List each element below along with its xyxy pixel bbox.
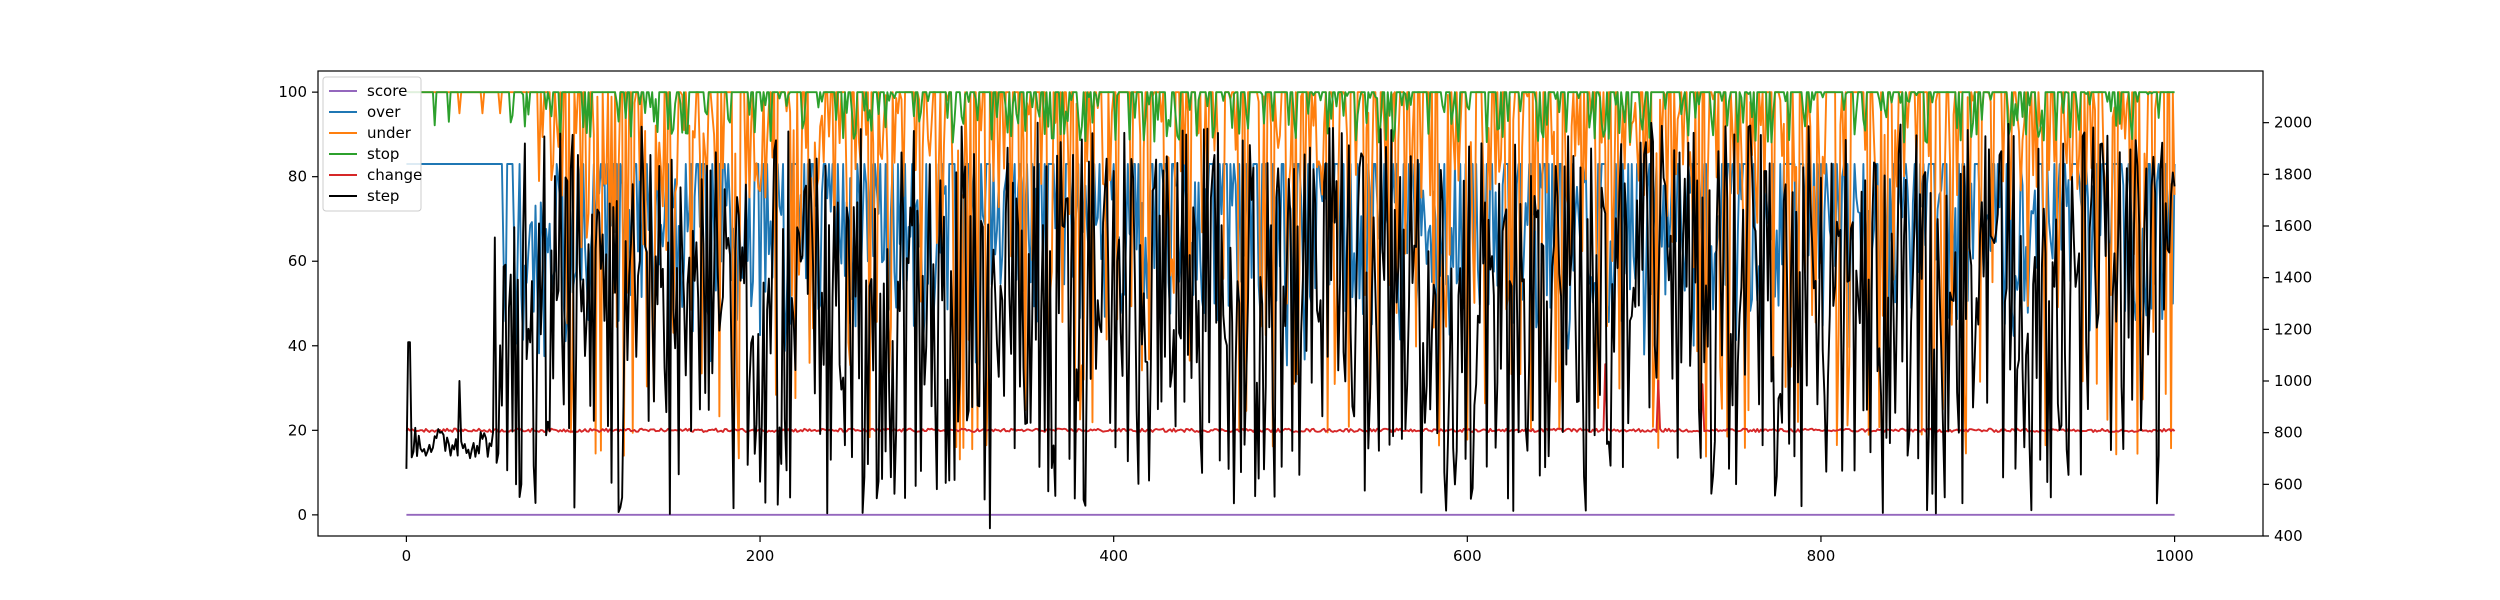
legend-label-under: under <box>367 124 412 142</box>
series-line-step <box>405 121 2176 530</box>
y2-tick-label: 1000 <box>2274 372 2312 390</box>
x-tick-label: 200 <box>746 547 775 565</box>
y2-tick-label: 800 <box>2274 424 2303 442</box>
legend-label-over: over <box>367 103 401 121</box>
plot-frame <box>317 70 2264 537</box>
x-tick-label: 1000 <box>2155 547 2193 565</box>
x-tick-label: 600 <box>1453 547 1482 565</box>
y2-tick-label: 600 <box>2274 475 2303 493</box>
y-tick-label: 0 <box>297 506 307 524</box>
y-tick-label: 100 <box>278 83 307 101</box>
x-tick-label: 800 <box>1807 547 1836 565</box>
axes-layer: 0 200 400 600 800 1000 0 20 40 60 80 100 400 600 800 10… <box>278 70 2312 565</box>
y-tick-label: 60 <box>288 252 307 270</box>
legend-label-stop: stop <box>367 145 399 163</box>
legend: score over under stop change step <box>322 76 422 212</box>
series-line-stop <box>406 91 2175 144</box>
legend-label-change: change <box>367 166 422 184</box>
series-layer <box>405 91 2176 530</box>
y2-tick-label: 400 <box>2274 527 2303 545</box>
y2-tick-label: 2000 <box>2274 114 2312 132</box>
y2-tick-label: 1600 <box>2274 217 2312 235</box>
x-tick-label: 0 <box>402 547 412 565</box>
legend-label-step: step <box>367 187 399 205</box>
legend-label-score: score <box>367 82 407 100</box>
y2-tick-label: 1800 <box>2274 165 2312 183</box>
x-tick-label: 400 <box>1099 547 1128 565</box>
y-tick-label: 20 <box>288 421 307 439</box>
y2-tick-label: 1200 <box>2274 320 2312 338</box>
legend-box <box>322 76 422 212</box>
y-tick-label: 40 <box>288 337 307 355</box>
series-line-change <box>405 363 2176 433</box>
y2-tick-label: 1400 <box>2274 269 2312 287</box>
y-tick-label: 80 <box>288 168 307 186</box>
